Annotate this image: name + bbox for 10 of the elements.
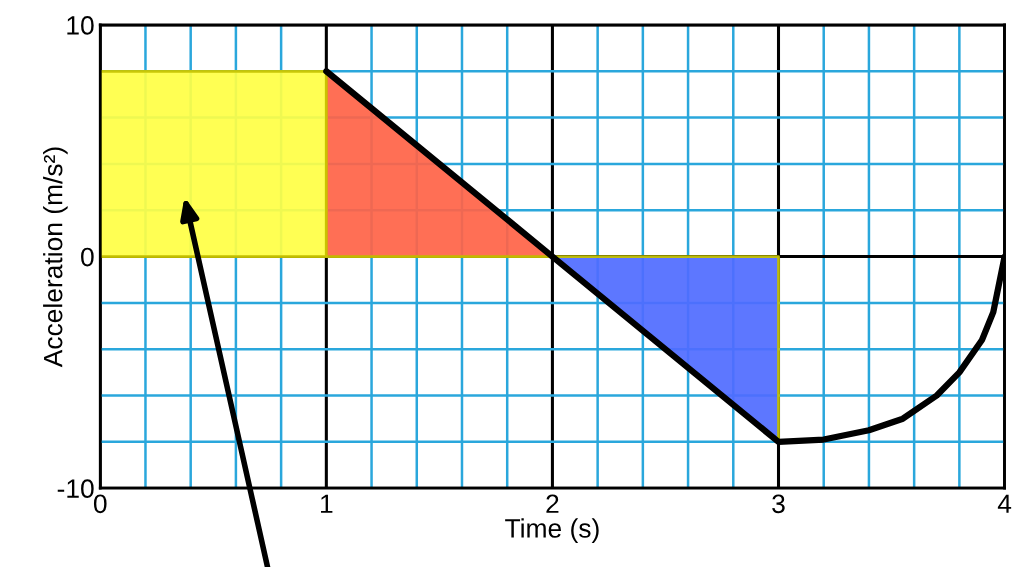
x-tick-label: 1 (321, 494, 333, 513)
y-tick-label: 10 (67, 16, 94, 35)
x-tick-label: 2 (546, 494, 559, 513)
x-tick-label: 3 (772, 494, 785, 514)
y-tick-label: 0 (81, 247, 94, 267)
y-axis-title: Acceleration (m/s²) (43, 147, 68, 368)
y-tick-label: -10 (57, 479, 94, 499)
x-axis-title: Time (s) (505, 518, 599, 543)
x-tick-label: 4 (997, 494, 1012, 513)
x-tick-label: 0 (93, 494, 107, 514)
